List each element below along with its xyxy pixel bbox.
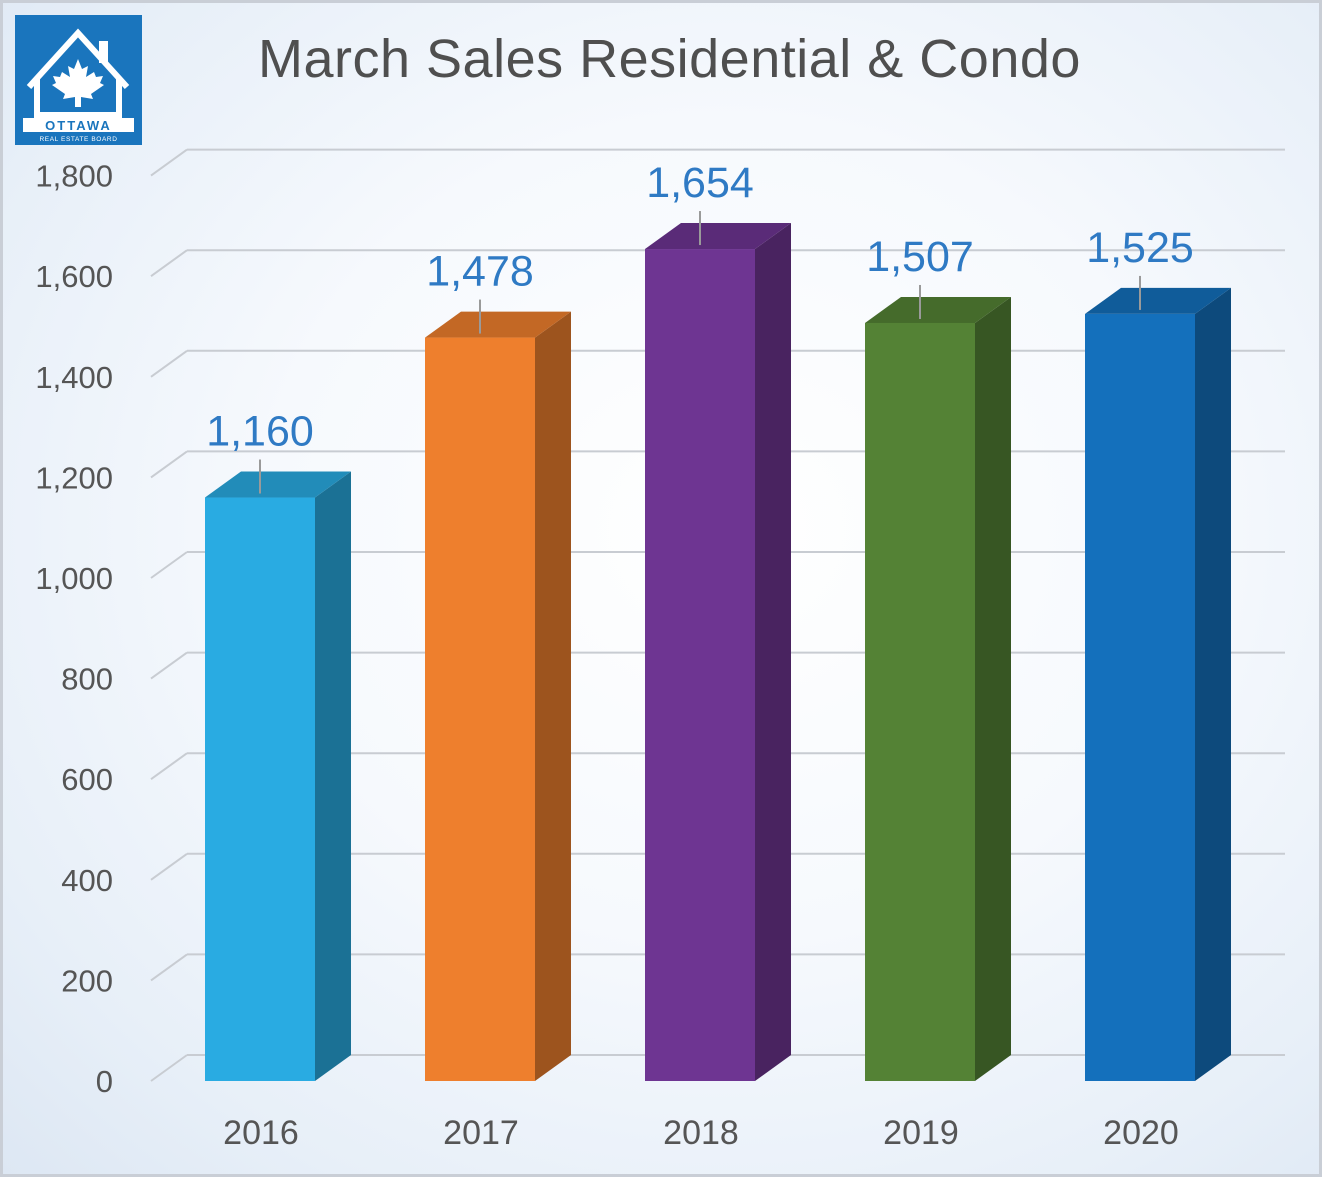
logo-wordmark: OTTAWA [45,118,112,133]
bar-2020 [1085,287,1231,1081]
data-labels: 1,160 1,478 1,654 1,507 1,525 [206,159,1194,494]
x-axis-ticks: 2016 2017 2018 2019 2020 [223,1114,1179,1152]
chart-title: March Sales Residential & Condo [258,29,1081,89]
logo-subtext: REAL ESTATE BOARD [40,136,118,143]
y-tick-label: 400 [61,863,113,898]
bar-2016 [205,471,351,1081]
y-tick-label: 800 [61,662,113,697]
x-tick-label: 2016 [223,1114,299,1152]
bar-2018 [645,223,791,1082]
data-label-2019: 1,507 [866,233,974,281]
y-tick-label: 1,600 [35,259,113,294]
y-tick-label: 600 [61,762,113,797]
ottawa-real-estate-board-logo: OTTAWA REAL ESTATE BOARD [15,15,142,145]
x-tick-label: 2017 [443,1114,519,1152]
x-tick-label: 2019 [883,1114,959,1152]
y-tick-label: 0 [96,1064,113,1099]
y-tick-label: 1,200 [35,460,113,495]
y-tick-label: 200 [61,963,113,998]
x-tick-label: 2020 [1103,1114,1179,1152]
y-tick-label: 1,400 [35,360,113,395]
bar-2017 [425,311,571,1081]
house-maple-leaf-icon: OTTAWA REAL ESTATE BOARD [23,28,134,143]
data-label-2017: 1,478 [426,248,534,296]
bar-2019 [865,296,1011,1081]
y-tick-label: 1,000 [35,561,113,596]
bar-chart: 0 200 400 600 800 1,000 1,200 1,400 1,600 1,800 1… [35,148,1285,1152]
y-axis-ticks: 0 200 400 600 800 1,000 1,200 1,400 1,600 1,800 [35,159,113,1099]
data-label-2018: 1,654 [646,159,754,207]
x-tick-label: 2018 [663,1114,739,1152]
data-label-2020: 1,525 [1086,224,1194,272]
y-tick-label: 1,800 [35,159,113,194]
bars [205,223,1231,1082]
data-label-2016: 1,160 [206,408,314,456]
gridline [150,148,1285,177]
